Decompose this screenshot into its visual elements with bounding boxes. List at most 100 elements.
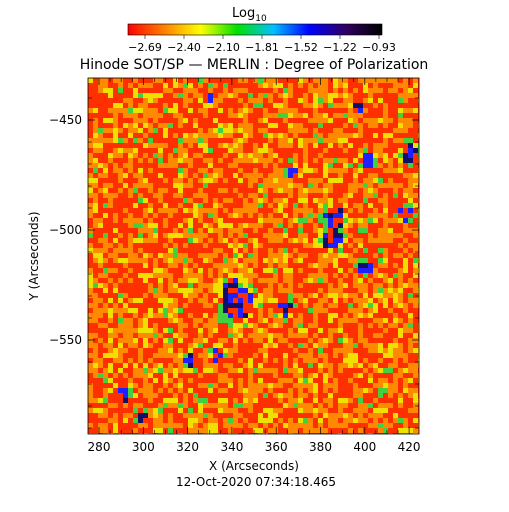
map-cell — [103, 333, 108, 338]
map-cell — [193, 243, 198, 248]
map-cell — [153, 298, 158, 303]
map-cell — [118, 83, 123, 88]
map-cell — [398, 348, 403, 353]
map-cell — [318, 408, 323, 413]
map-cell — [228, 383, 233, 388]
map-cell — [88, 303, 93, 308]
map-cell — [418, 423, 419, 428]
map-cell — [278, 268, 283, 273]
map-cell — [143, 178, 148, 183]
map-cell — [173, 148, 178, 153]
map-cell — [288, 268, 293, 273]
map-cell — [288, 353, 293, 358]
map-cell — [163, 158, 168, 163]
map-cell — [123, 113, 128, 118]
map-cell — [93, 418, 98, 423]
map-cell — [318, 198, 323, 203]
map-cell — [213, 303, 218, 308]
map-cell — [263, 223, 268, 228]
map-cell — [278, 123, 283, 128]
map-cell — [278, 303, 283, 308]
map-cell — [393, 323, 398, 328]
map-cell — [118, 363, 123, 368]
map-cell — [183, 153, 188, 158]
map-cell — [338, 88, 343, 93]
map-cell — [263, 138, 268, 143]
map-cell — [323, 148, 328, 153]
map-cell — [328, 423, 333, 428]
map-cell — [233, 223, 238, 228]
map-cell — [238, 283, 243, 288]
map-cell — [128, 338, 133, 343]
map-cell — [263, 123, 268, 128]
map-cell — [183, 83, 188, 88]
map-cell — [398, 398, 403, 403]
map-cell — [408, 383, 413, 388]
map-cell — [168, 228, 173, 233]
map-cell — [178, 303, 183, 308]
map-cell — [403, 168, 408, 173]
map-cell — [203, 98, 208, 103]
map-cell — [303, 323, 308, 328]
map-cell — [343, 183, 348, 188]
map-cell — [258, 173, 263, 178]
map-cell — [173, 253, 178, 258]
map-cell — [383, 208, 388, 213]
map-cell — [173, 198, 178, 203]
map-cell — [268, 178, 273, 183]
map-cell — [243, 153, 248, 158]
map-cell — [348, 298, 353, 303]
map-cell — [313, 433, 318, 434]
map-cell — [208, 133, 213, 138]
map-cell — [383, 323, 388, 328]
map-cell — [93, 88, 98, 93]
map-cell — [88, 148, 93, 153]
map-cell — [223, 168, 228, 173]
map-cell — [253, 408, 258, 413]
map-cell — [258, 233, 263, 238]
map-cell — [378, 353, 383, 358]
map-cell — [313, 363, 318, 368]
map-cell — [238, 428, 243, 433]
map-cell — [343, 338, 348, 343]
map-cell — [338, 148, 343, 153]
map-cell — [378, 78, 383, 83]
map-cell — [218, 348, 223, 353]
map-cell — [98, 403, 103, 408]
map-cell — [303, 173, 308, 178]
map-cell — [378, 213, 383, 218]
map-cell — [208, 323, 213, 328]
map-cell — [243, 173, 248, 178]
map-cell — [408, 318, 413, 323]
map-cell — [398, 268, 403, 273]
map-cell — [163, 238, 168, 243]
map-cell — [328, 418, 333, 423]
map-cell — [183, 163, 188, 168]
map-cell — [313, 408, 318, 413]
map-cell — [138, 188, 143, 193]
map-cell — [128, 173, 133, 178]
map-cell — [388, 403, 393, 408]
map-cell — [253, 268, 258, 273]
map-cell — [263, 363, 268, 368]
map-cell — [273, 213, 278, 218]
map-cell — [283, 183, 288, 188]
map-cell — [333, 238, 338, 243]
map-cell — [213, 83, 218, 88]
map-cell — [88, 313, 93, 318]
map-cell — [353, 258, 358, 263]
map-cell — [113, 413, 118, 418]
map-cell — [193, 298, 198, 303]
map-cell — [378, 118, 383, 123]
map-cell — [418, 163, 419, 168]
map-cell — [143, 113, 148, 118]
map-cell — [313, 343, 318, 348]
map-cell — [383, 413, 388, 418]
map-cell — [243, 258, 248, 263]
map-cell — [253, 168, 258, 173]
map-cell — [128, 358, 133, 363]
map-cell — [103, 323, 108, 328]
map-cell — [138, 238, 143, 243]
map-cell — [338, 213, 343, 218]
map-cell — [93, 178, 98, 183]
